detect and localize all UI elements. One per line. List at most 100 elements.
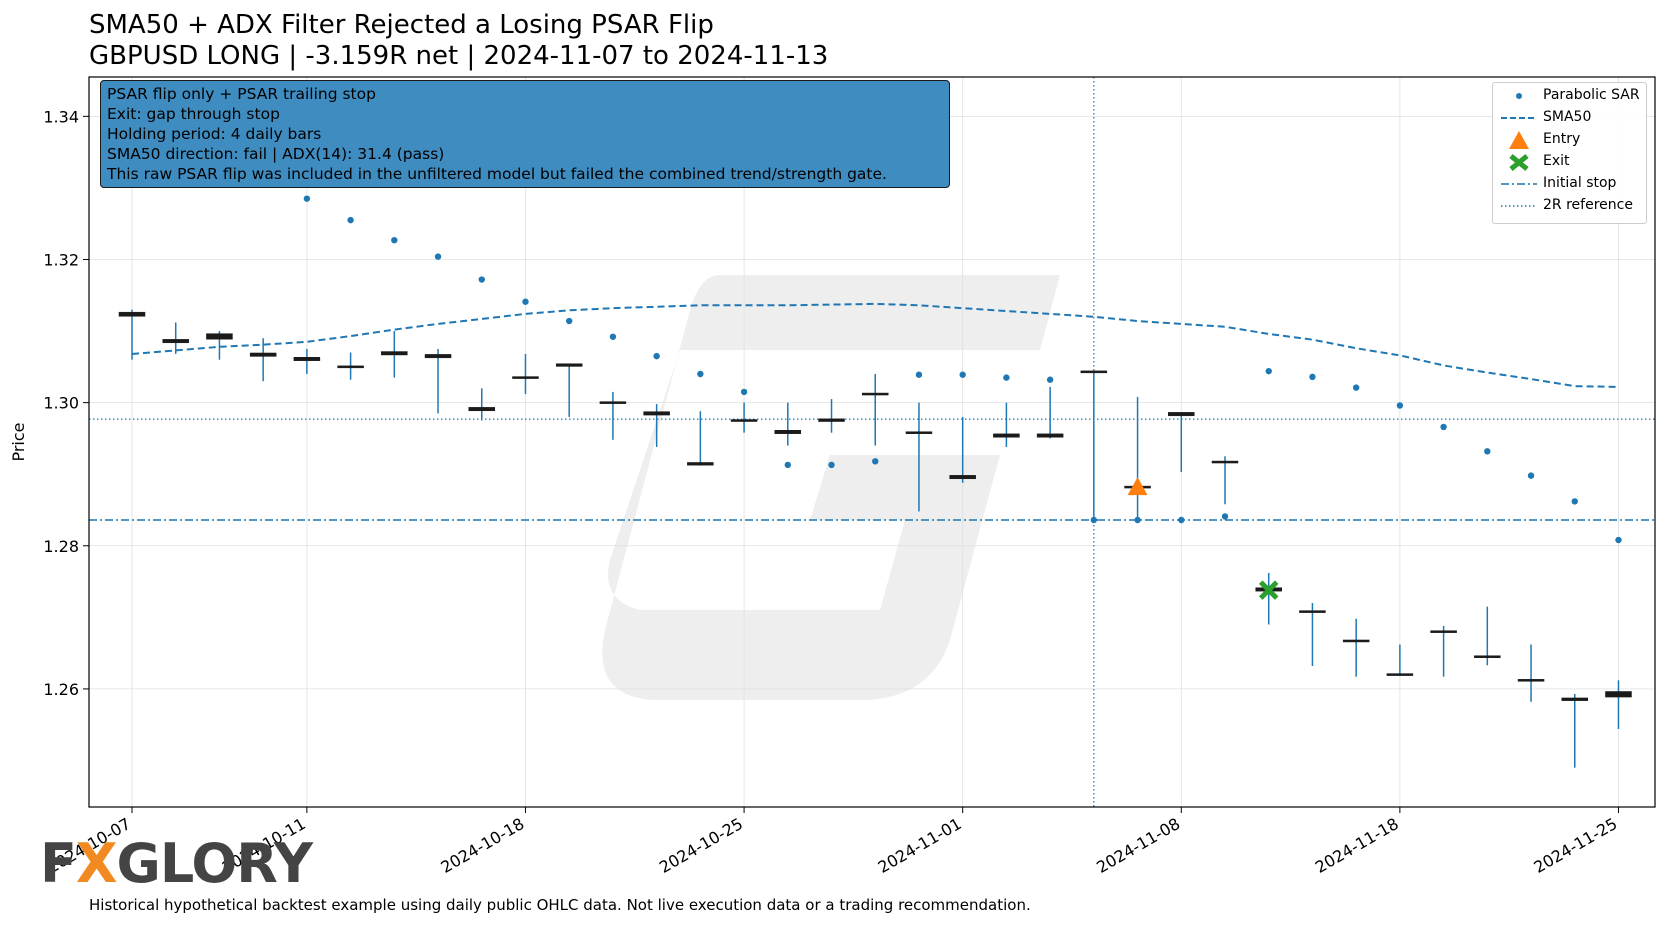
chart-title: SMA50 + ADX Filter Rejected a Losing PSA… xyxy=(89,10,714,40)
candle-body xyxy=(468,407,496,412)
logo-accent: X xyxy=(75,832,118,895)
candle-body xyxy=(512,376,539,379)
watermark-shape xyxy=(602,275,1060,700)
psar-dot xyxy=(1396,402,1404,409)
psar-dot xyxy=(1134,516,1141,524)
candle-body xyxy=(1080,370,1108,374)
psar-dot xyxy=(434,253,442,260)
y-tick-label: 1.26 xyxy=(43,680,79,699)
sma50-series xyxy=(131,302,1619,388)
psar-dot xyxy=(1309,373,1316,381)
psar-dot xyxy=(1440,423,1447,431)
watermark-logo xyxy=(602,275,1060,700)
x-tick-label: 2024-10-25 xyxy=(656,814,746,877)
candle-body xyxy=(206,333,233,340)
psar-dot xyxy=(1265,367,1272,375)
candle-body xyxy=(1299,610,1326,613)
candle-body xyxy=(599,401,627,404)
candle-body xyxy=(381,351,408,356)
logo-text: F xyxy=(40,832,77,895)
dash-dot-line-icon xyxy=(1501,183,1537,185)
candle-body xyxy=(337,365,364,369)
dashed-line-icon xyxy=(1501,117,1537,119)
chart-legend: Parabolic SAR SMA50 Entry Exit Initial s… xyxy=(1492,82,1647,224)
info-line: PSAR flip only + PSAR trailing stop xyxy=(107,85,376,103)
candle-body xyxy=(1605,691,1632,698)
psar-dot xyxy=(1571,498,1578,505)
candle-body xyxy=(861,392,889,396)
exit-marker xyxy=(1258,580,1279,600)
candle-body xyxy=(905,431,933,434)
psar-series xyxy=(303,195,1622,544)
candle-body xyxy=(730,419,758,422)
psar-dot xyxy=(697,370,704,378)
psar-dot xyxy=(653,352,660,360)
plot-frame xyxy=(88,76,1656,808)
candle-body xyxy=(949,475,976,480)
psar-dot xyxy=(347,216,354,224)
psar-dot xyxy=(303,195,311,202)
strategy-info-box: PSAR flip only + PSAR trailing stop Exit… xyxy=(100,80,950,188)
dotted-line-icon xyxy=(1501,205,1537,207)
y-tick-label: 1.32 xyxy=(43,251,79,270)
legend-item-psar: Parabolic SAR xyxy=(1493,85,1646,107)
y-axis-label: Price xyxy=(9,422,28,461)
candle-body xyxy=(1036,433,1064,438)
candle-body xyxy=(818,418,845,422)
candle-body xyxy=(424,354,452,359)
psar-dot xyxy=(959,371,966,378)
x-tick-label: 2024-11-08 xyxy=(1093,814,1183,877)
legend-item-2r: 2R reference xyxy=(1493,195,1646,217)
fxglory-logo: FXGLORY xyxy=(40,832,313,895)
psar-dot xyxy=(566,317,573,325)
candle-body xyxy=(643,411,670,416)
info-line: Holding period: 4 daily bars xyxy=(107,125,322,143)
legend-item-initial-stop: Initial stop xyxy=(1493,173,1646,195)
candle-body xyxy=(118,311,146,317)
y-tick-label: 1.28 xyxy=(43,537,79,556)
legend-label: Exit xyxy=(1543,153,1570,169)
psar-dot xyxy=(1003,374,1010,381)
y-axis: 1.26 1.28 1.30 1.32 1.34 xyxy=(43,107,89,699)
psar-dot xyxy=(1221,513,1229,520)
info-line: Exit: gap through stop xyxy=(107,105,280,123)
candle-body xyxy=(1342,639,1370,643)
candle-body xyxy=(555,363,583,367)
legend-label: Parabolic SAR xyxy=(1543,87,1640,103)
legend-item-sma: SMA50 xyxy=(1493,107,1646,129)
chart-subtitle: GBPUSD LONG | -3.159R net | 2024-11-07 t… xyxy=(89,41,829,71)
psar-dot xyxy=(478,276,485,283)
psar-dot xyxy=(1527,472,1535,479)
candle-body xyxy=(993,433,1020,438)
legend-label: SMA50 xyxy=(1543,109,1592,125)
psar-dot xyxy=(391,236,398,244)
logo-text: GLORY xyxy=(116,832,313,895)
psar-dot xyxy=(1178,516,1185,524)
entry-marker xyxy=(1127,477,1148,496)
x-mark-icon xyxy=(1509,154,1529,171)
disclaimer-footnote: Historical hypothetical backtest example… xyxy=(89,896,1031,914)
x-tick-label: 2024-11-18 xyxy=(1312,814,1402,877)
candle-body xyxy=(1517,679,1545,682)
candle-body xyxy=(1561,697,1589,701)
psar-dot xyxy=(1484,448,1491,455)
info-line: SMA50 direction: fail | ADX(14): 31.4 (p… xyxy=(107,145,445,163)
candle-body xyxy=(1430,630,1457,633)
candles xyxy=(118,309,1632,768)
legend-label: 2R reference xyxy=(1543,197,1633,213)
psar-dot xyxy=(1090,516,1098,524)
triangle-icon xyxy=(1509,131,1529,149)
candle-body xyxy=(1386,673,1414,676)
candle-body xyxy=(293,357,321,361)
psar-dot xyxy=(915,371,923,378)
candle-body xyxy=(1474,655,1501,658)
candle-body xyxy=(774,430,802,434)
candle-body xyxy=(1168,412,1195,417)
info-line: This raw PSAR flip was included in the u… xyxy=(107,165,887,183)
x-tick-label: 2024-11-01 xyxy=(875,814,965,877)
y-tick-label: 1.34 xyxy=(43,107,79,126)
sma50-line xyxy=(131,302,1619,388)
psar-dot xyxy=(1046,376,1054,383)
y-tick-label: 1.30 xyxy=(43,394,79,413)
legend-label: Entry xyxy=(1543,131,1581,147)
